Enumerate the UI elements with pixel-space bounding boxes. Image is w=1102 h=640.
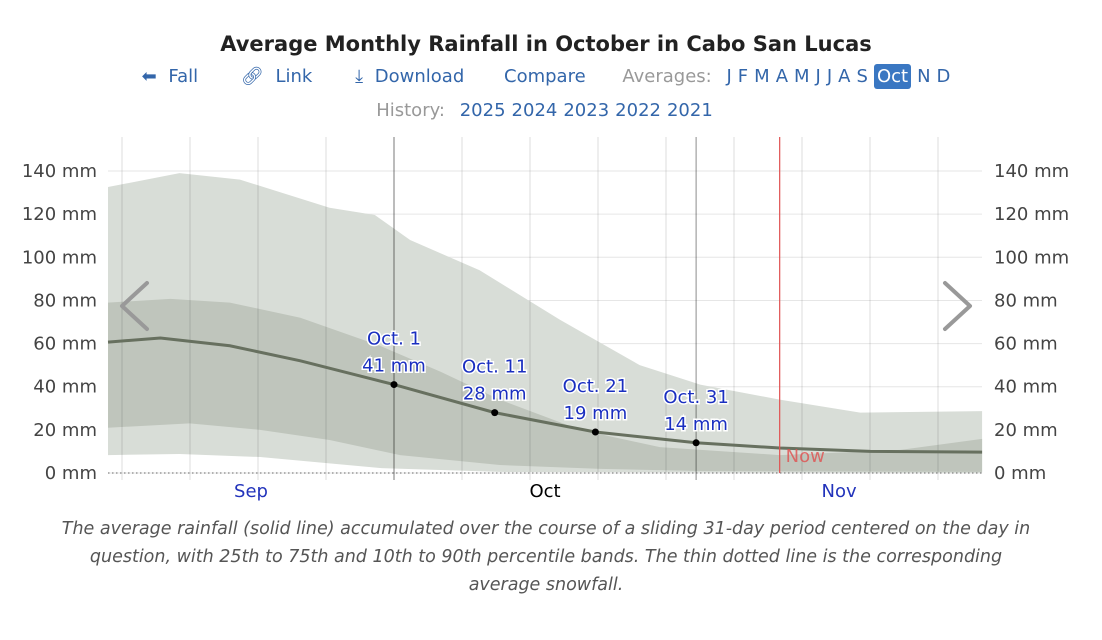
y-tick-label-right: 80 mm [994, 290, 1058, 311]
month-link[interactable]: M [754, 66, 770, 87]
band-25-75 [108, 298, 983, 472]
annotation-value: 41 mm [362, 356, 426, 377]
y-tick-label-right: 20 mm [994, 420, 1058, 441]
nav-bar: ⬅ Fall 🔗︎ Link ⤓ Download Compare Averag… [0, 64, 1092, 89]
annotation-date: Oct. 11 [462, 357, 527, 378]
y-tick-label-right: 0 mm [994, 463, 1046, 484]
y-tick-label-left: 140 mm [22, 161, 97, 182]
data-point [591, 428, 599, 436]
arrow-left-icon: ⬅ [141, 66, 157, 87]
month-link[interactable]: J [815, 66, 821, 87]
y-tick-label-left: 100 mm [22, 247, 97, 268]
history-year-link[interactable]: 2025 [459, 100, 506, 121]
link-icon: 🔗︎ [240, 66, 264, 87]
now-label: Now [786, 446, 825, 467]
back-button[interactable]: ⬅ Fall [141, 66, 199, 87]
month-link[interactable]: J [826, 66, 833, 87]
month-link[interactable]: J [726, 66, 732, 87]
month-label: Oct [529, 481, 560, 502]
annotation-value: 28 mm [463, 384, 527, 405]
history-year-link[interactable]: 2023 [563, 100, 610, 121]
data-point [491, 409, 499, 417]
chevron-right-icon[interactable] [943, 281, 972, 331]
y-tick-label-left: 80 mm [33, 290, 97, 311]
month-link[interactable]: M [794, 66, 810, 87]
annotation-date: Oct. 31 [663, 387, 728, 408]
y-tick-label-left: 0 mm [45, 463, 97, 484]
chart-title: Average Monthly Rainfall in October in C… [220, 32, 872, 56]
month-link[interactable]: Oct [873, 64, 912, 89]
month-link[interactable]: N [917, 66, 931, 87]
y-tick-label-right: 140 mm [994, 161, 1069, 182]
history-bar: History: 2025 2024 2023 2022 2021 [0, 100, 1092, 121]
month-link[interactable]: A [775, 66, 789, 87]
averages-label: Averages: [622, 66, 712, 87]
y-tick-label-right: 40 mm [994, 377, 1058, 398]
y-tick-label-right: 60 mm [994, 334, 1058, 355]
y-tick-label-left: 40 mm [33, 377, 97, 398]
y-tick-label-left: 60 mm [33, 334, 97, 355]
y-tick-label-left: 20 mm [33, 420, 97, 441]
data-point [692, 439, 700, 447]
month-link[interactable]: D [936, 66, 951, 87]
month-link[interactable]: F [737, 66, 749, 87]
chart-caption: The average rainfall (solid line) accumu… [61, 519, 1031, 595]
compare-button[interactable]: Compare [504, 66, 586, 87]
download-icon: ⤓ [355, 66, 364, 87]
data-point [390, 381, 398, 389]
y-tick-label-right: 120 mm [994, 204, 1069, 225]
rainfall-chart: Now 0 mm 0 mm 20 mm 20 mm 40 mm 40 mm 60 mm 60 m… [22, 137, 1069, 502]
history-year-link[interactable]: 2024 [511, 100, 558, 121]
history-label: History: [376, 100, 445, 121]
history-year-link[interactable]: 2021 [666, 100, 713, 121]
y-tick-label-left: 120 mm [22, 204, 97, 225]
month-label: Nov [822, 481, 857, 502]
annotation-value: 19 mm [564, 403, 628, 424]
download-button[interactable]: ⤓ Download [355, 66, 465, 87]
annotation-date: Oct. 21 [563, 376, 628, 397]
annotation-value: 14 mm [664, 414, 728, 435]
month-label: Sep [234, 481, 268, 502]
chevron-left-icon[interactable] [120, 281, 149, 331]
link-button[interactable]: 🔗︎ Link [240, 66, 313, 87]
month-link[interactable]: S [856, 66, 868, 87]
history-year-link[interactable]: 2022 [615, 100, 661, 121]
month-link[interactable]: A [838, 66, 851, 87]
annotation-date: Oct. 1 [367, 329, 421, 350]
y-tick-label-right: 100 mm [994, 247, 1069, 268]
